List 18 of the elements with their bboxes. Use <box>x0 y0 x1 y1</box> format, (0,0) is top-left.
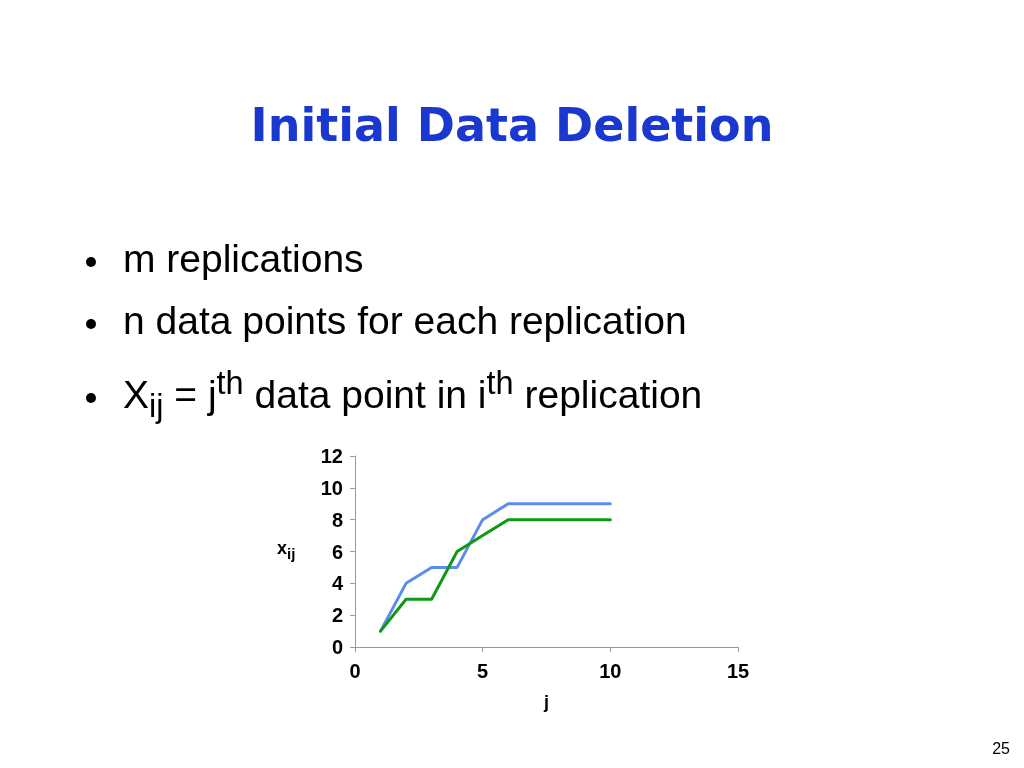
y-tick-label: 10 <box>320 476 343 499</box>
x-tick-label: 15 <box>726 660 750 682</box>
x-tick-label: 5 <box>477 660 489 682</box>
y-tick-label: 8 <box>331 508 343 531</box>
text: n data points for each replication <box>123 299 687 342</box>
y-tick-label: 2 <box>331 604 343 627</box>
chart-title: Initial Data Deletion <box>249 98 775 152</box>
text: m replications <box>123 237 364 280</box>
x-tick-label: 0 <box>349 660 361 682</box>
y-tick-label: 4 <box>331 572 344 595</box>
x-axis-title: j <box>542 692 550 712</box>
text: X$_{ij}$ = j$^{th}$ data point in i$^{th}$ replication <box>123 365 703 424</box>
y-axis-title: x$_{ij}$ <box>277 538 296 562</box>
text: 25 <box>992 740 1010 758</box>
y-tick-label: 6 <box>331 540 343 563</box>
y-tick-label: 0 <box>331 636 343 658</box>
x-tick-label: 10 <box>599 660 622 682</box>
y-tick-label: 12 <box>320 445 343 467</box>
